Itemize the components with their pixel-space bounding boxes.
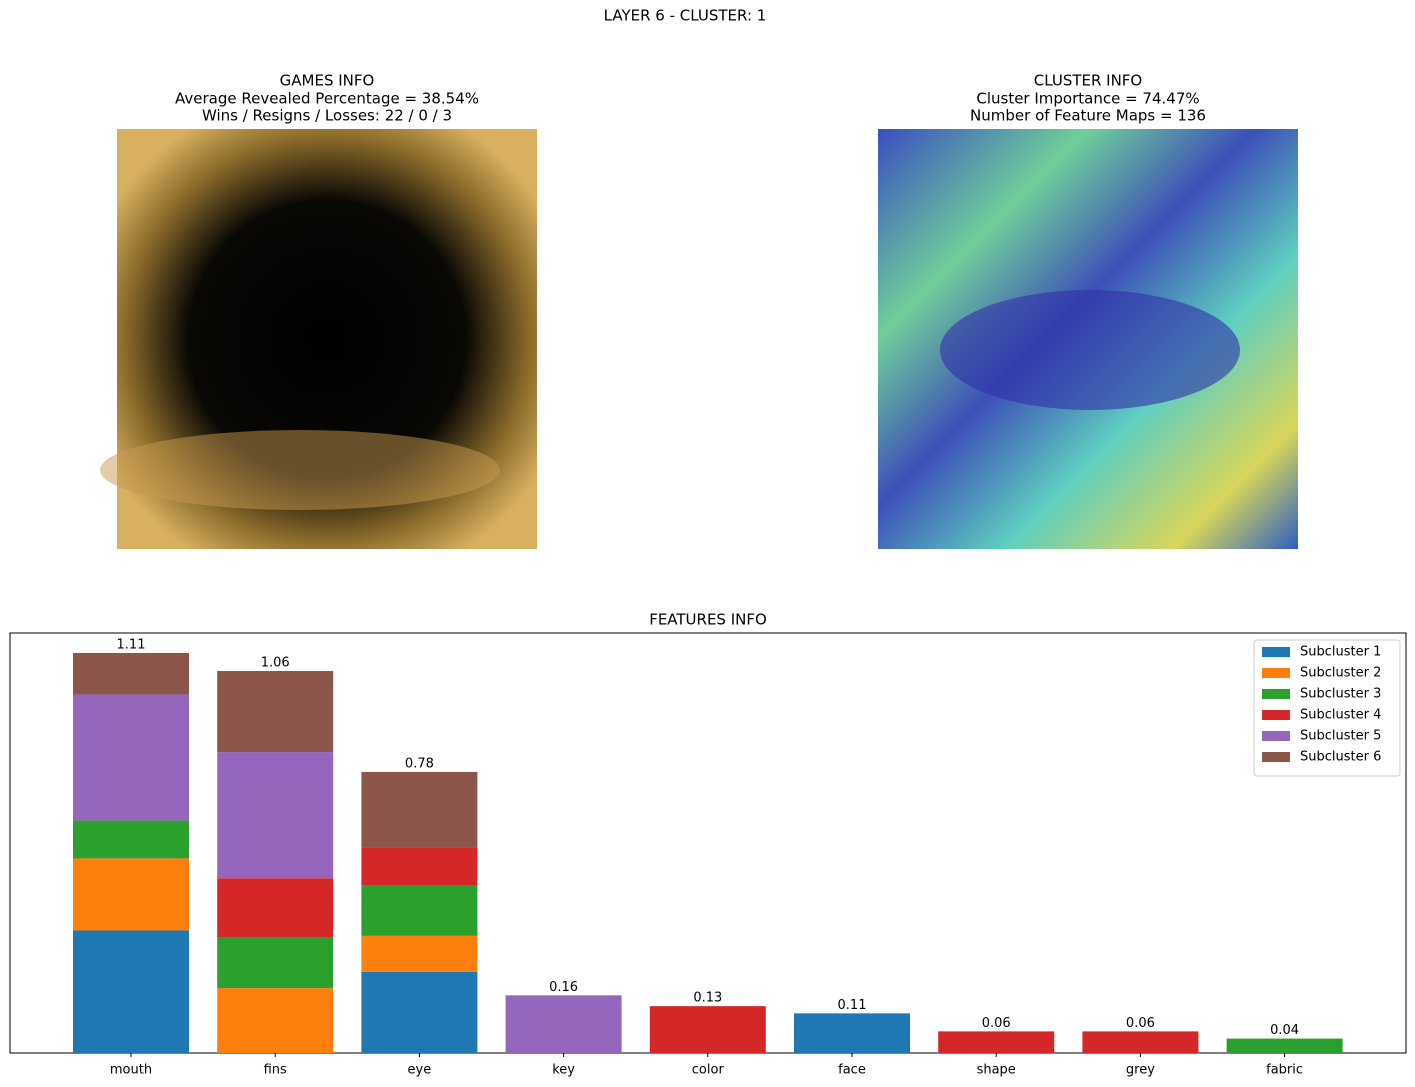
legend-label: Subcluster 4 bbox=[1300, 708, 1381, 723]
total-label: 0.78 bbox=[405, 756, 434, 771]
bar-segment bbox=[217, 752, 334, 879]
legend-label: Subcluster 2 bbox=[1300, 666, 1381, 681]
total-label: 0.06 bbox=[982, 1016, 1011, 1031]
total-label: 0.13 bbox=[693, 991, 722, 1006]
total-label: 1.06 bbox=[261, 656, 290, 671]
bar-segment bbox=[361, 847, 478, 886]
x-tick-label: shape bbox=[977, 1063, 1016, 1078]
panel-line: Number of Feature Maps = 136 bbox=[970, 107, 1206, 125]
legend-swatch bbox=[1262, 752, 1290, 762]
bar-segment bbox=[73, 694, 189, 821]
legend-swatch bbox=[1262, 668, 1290, 678]
total-label: 0.04 bbox=[1270, 1023, 1299, 1038]
bar-segment bbox=[1082, 1031, 1199, 1053]
total-label: 0.16 bbox=[549, 980, 578, 995]
legend-box bbox=[1253, 639, 1401, 777]
bar-segment bbox=[217, 671, 334, 753]
bar-segment bbox=[361, 771, 478, 848]
bar-segment bbox=[361, 971, 478, 1053]
chart-title: FEATURES INFO bbox=[649, 611, 767, 629]
x-tick-label: grey bbox=[1126, 1063, 1155, 1078]
legend-swatch bbox=[1262, 731, 1290, 741]
bar-segment bbox=[217, 878, 334, 938]
bar-segment bbox=[73, 858, 189, 931]
x-tick-label: key bbox=[552, 1063, 575, 1078]
bar-segment bbox=[361, 935, 478, 972]
bar-segment bbox=[361, 885, 478, 936]
panel-line: Average Revealed Percentage = 38.54% bbox=[175, 90, 479, 108]
x-tick-label: mouth bbox=[110, 1063, 152, 1078]
legend-swatch bbox=[1262, 689, 1290, 699]
panel-line: Wins / Resigns / Losses: 22 / 0 / 3 bbox=[202, 107, 452, 125]
figure-title: LAYER 6 - CLUSTER: 1 bbox=[604, 7, 767, 25]
bar-segment bbox=[217, 937, 334, 989]
bar-segment bbox=[73, 930, 189, 1053]
bar-segment bbox=[73, 820, 189, 859]
bar-segment bbox=[73, 653, 189, 695]
image-detail bbox=[940, 290, 1240, 410]
legend-label: Subcluster 1 bbox=[1300, 645, 1381, 660]
bar-segment bbox=[794, 1013, 910, 1053]
x-tick-label: eye bbox=[408, 1063, 432, 1078]
legend-label: Subcluster 5 bbox=[1300, 729, 1381, 744]
x-tick-label: fabric bbox=[1266, 1063, 1303, 1078]
legend-swatch bbox=[1262, 710, 1290, 720]
bar-segment bbox=[505, 995, 622, 1053]
legend-label: Subcluster 3 bbox=[1300, 687, 1381, 702]
image-detail bbox=[100, 430, 500, 510]
total-label: 0.06 bbox=[1126, 1016, 1155, 1031]
bar-segment bbox=[649, 1006, 766, 1053]
total-label: 1.11 bbox=[117, 638, 146, 653]
panel-title: GAMES INFO bbox=[280, 72, 375, 90]
bar-segment bbox=[1226, 1038, 1343, 1053]
bar-segment bbox=[938, 1031, 1055, 1053]
bar-segment bbox=[217, 988, 334, 1053]
panel-line: Cluster Importance = 74.47% bbox=[976, 90, 1199, 108]
panel-title: CLUSTER INFO bbox=[1034, 72, 1143, 90]
x-tick-label: color bbox=[692, 1063, 725, 1078]
total-label: 0.11 bbox=[838, 998, 867, 1013]
legend-swatch bbox=[1262, 647, 1290, 657]
x-tick-label: fins bbox=[264, 1063, 287, 1078]
legend-label: Subcluster 6 bbox=[1300, 750, 1381, 765]
x-tick-label: face bbox=[838, 1063, 866, 1078]
